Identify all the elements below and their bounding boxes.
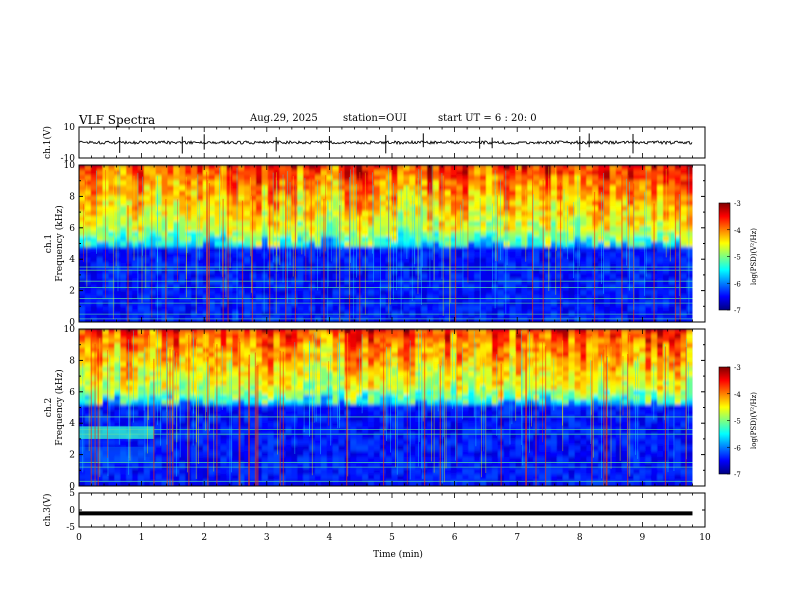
y-tick-label: 2 (69, 287, 75, 297)
ch3-waveform (78, 492, 706, 528)
y-tick-label: 6 (69, 388, 75, 398)
colorbar-label: log(PSD)(V²/Hz) (750, 392, 758, 449)
x-tick-label: 9 (640, 533, 646, 543)
x-tick-label: 4 (327, 533, 333, 543)
panel-channel-label: ch.2 (44, 398, 54, 417)
y-tick-label: 10 (64, 161, 76, 171)
y-tick-label: 6 (69, 224, 75, 234)
colorbar-tick-label: -7 (734, 307, 741, 315)
y-axis-label: ch.3(V) (42, 494, 53, 527)
colorbar-tick-label: -3 (734, 200, 741, 208)
x-tick-label: 0 (76, 533, 82, 543)
x-tick-label: 10 (699, 533, 711, 543)
colorbar-tick-label: -5 (734, 418, 741, 426)
spectrogram-2 (78, 328, 731, 487)
y-tick-label: 4 (69, 255, 75, 265)
y-tick-label: 10 (64, 325, 76, 335)
y-tick-label: 4 (69, 419, 75, 429)
x-tick-label: 7 (514, 533, 520, 543)
y-tick-label: -10 (61, 154, 76, 164)
y-tick-label: 0 (69, 482, 75, 492)
colorbar-tick-label: -5 (734, 254, 741, 262)
colorbar-label: log(PSD)(V²/Hz) (750, 228, 758, 285)
date-label: Aug.29, 2025 (250, 113, 318, 124)
y-tick-label: -5 (66, 523, 75, 533)
y-axis-label: ch.1(V) (42, 126, 53, 159)
x-tick-label: 1 (139, 533, 145, 543)
colorbar-tick-label: -3 (734, 364, 741, 372)
y-tick-label: 5 (69, 489, 75, 499)
station-label: station=OUI (343, 113, 407, 124)
y-tick-label: 0 (69, 318, 75, 328)
panel-channel-label: ch.1 (44, 234, 54, 253)
y-tick-label: 2 (69, 451, 75, 461)
y-tick-label: 0 (69, 506, 75, 516)
colorbar-tick-label: -6 (734, 280, 741, 288)
x-tick-label: 3 (264, 533, 270, 543)
colorbar-tick-label: -7 (734, 471, 741, 479)
x-tick-label: 5 (389, 533, 395, 543)
y-tick-label: 10 (64, 123, 76, 133)
y-tick-label: 8 (69, 192, 75, 202)
y-tick-label: 8 (69, 356, 75, 366)
x-tick-label: 2 (201, 533, 207, 543)
start-time-label: start UT = 6 : 20: 0 (438, 113, 537, 124)
x-tick-label: 6 (452, 533, 458, 543)
colorbar-tick-label: -4 (734, 391, 741, 399)
y-axis-label: Frequency (kHz) (54, 369, 65, 446)
x-axis-label: Time (min) (373, 549, 423, 560)
ch3-frame (78, 492, 706, 528)
chart-title: VLF Spectra (79, 113, 156, 127)
colorbar-tick-label: -4 (734, 227, 741, 235)
colorbar-tick-label: -6 (734, 444, 741, 452)
y-axis-label: Frequency (kHz) (54, 205, 65, 282)
x-tick-label: 8 (577, 533, 583, 543)
spectrogram-1 (78, 164, 731, 323)
